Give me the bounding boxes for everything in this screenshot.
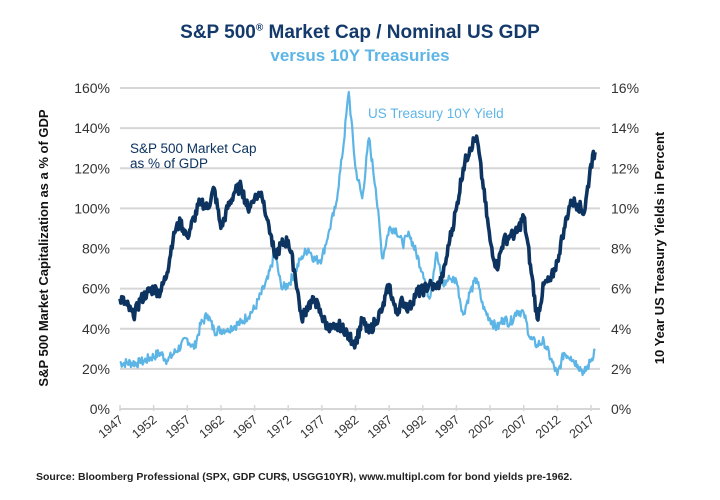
y2-tick-label: 0% bbox=[611, 401, 631, 417]
y-tick-label: 140% bbox=[74, 120, 110, 136]
x-tick-label: 1997 bbox=[432, 413, 462, 442]
x-tick-label: 2002 bbox=[466, 413, 496, 442]
x-tick-label: 2007 bbox=[499, 413, 529, 442]
y-axis-title: S&P 500 Market Capitalization as a % of … bbox=[36, 109, 51, 387]
y-tick-label: 100% bbox=[74, 200, 110, 216]
y-tick-label: 20% bbox=[82, 361, 110, 377]
x-tick-label: 1972 bbox=[264, 413, 294, 442]
x-tick-label: 2017 bbox=[567, 413, 597, 442]
y-tick-label: 40% bbox=[82, 321, 110, 337]
y2-tick-label: 6% bbox=[611, 281, 631, 297]
market-cap-line bbox=[118, 134, 597, 350]
market-cap-annotation: as % of GDP bbox=[130, 156, 208, 171]
x-tick-label: 1977 bbox=[297, 413, 327, 442]
y-tick-label: 160% bbox=[74, 80, 110, 96]
treasury-yield-line bbox=[119, 90, 596, 377]
x-tick-label: 1952 bbox=[129, 413, 159, 442]
x-tick-label: 1967 bbox=[230, 413, 260, 442]
source-note: Source: Bloomberg Professional (SPX, GDP… bbox=[36, 471, 573, 483]
y-tick-label: 0% bbox=[90, 401, 110, 417]
y2-tick-label: 12% bbox=[611, 160, 639, 176]
y2-tick-label: 2% bbox=[611, 361, 631, 377]
y2-tick-label: 16% bbox=[611, 80, 639, 96]
chart-subtitle: versus 10Y Treasuries bbox=[270, 46, 450, 65]
x-tick-label: 2012 bbox=[533, 413, 563, 442]
x-tick-label: 1982 bbox=[331, 413, 361, 442]
y2-axis-title: 10 Year US Treasury Yields in Percent bbox=[652, 131, 667, 364]
y-tick-label: 60% bbox=[82, 281, 110, 297]
chart-title: S&P 500® Market Cap / Nominal US GDP bbox=[180, 22, 540, 43]
market-cap-annotation: S&P 500 Market Cap bbox=[130, 141, 257, 156]
y-axis-right: 0% 2% 4% 6% 8% 10% 12% 14% 16% bbox=[611, 80, 639, 417]
x-tick-label: 1957 bbox=[163, 413, 193, 442]
y-axis-left: 0% 20% 40% 60% 80% 100% 120% 140% 160% bbox=[74, 80, 110, 417]
series-lines bbox=[118, 90, 597, 377]
treasury-annotation: US Treasury 10Y Yield bbox=[368, 106, 504, 121]
y2-tick-label: 8% bbox=[611, 241, 631, 257]
y2-tick-label: 4% bbox=[611, 321, 631, 337]
y2-tick-label: 10% bbox=[611, 200, 639, 216]
gridlines bbox=[120, 87, 600, 410]
y2-tick-label: 14% bbox=[611, 120, 639, 136]
x-axis: 1947 1952 1957 1962 1967 1972 1977 1982 1987 1992… bbox=[96, 405, 597, 441]
y-tick-label: 80% bbox=[82, 241, 110, 257]
x-tick-label: 1962 bbox=[197, 413, 227, 442]
x-tick-label: 1987 bbox=[365, 413, 395, 442]
y-tick-label: 120% bbox=[74, 160, 110, 176]
x-tick-label: 1992 bbox=[398, 413, 428, 442]
